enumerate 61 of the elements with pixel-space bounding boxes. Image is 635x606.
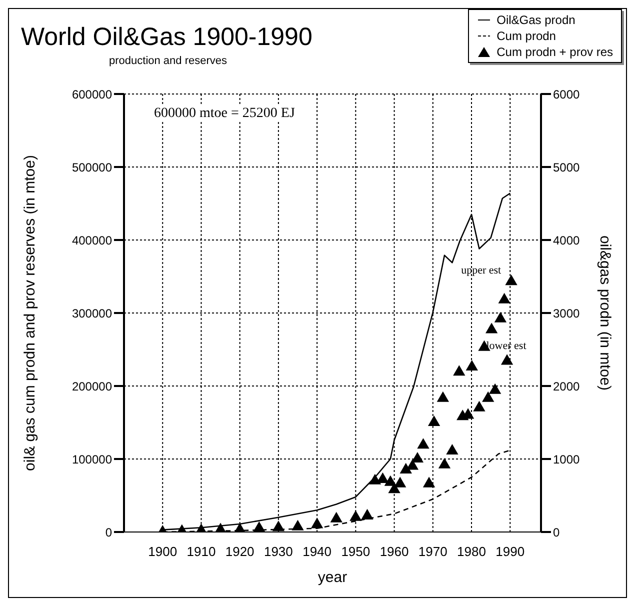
y2-tick-label: 0 xyxy=(553,525,560,540)
point xyxy=(400,462,412,474)
annotation: 600000 mtoe = 25200 EJ xyxy=(154,106,295,122)
point xyxy=(428,415,440,426)
y2-axis-title: oil&gas prodn (in mtoe) xyxy=(596,235,614,391)
y2-tick-label: 5000 xyxy=(553,160,580,174)
y-tick-label: 400000 xyxy=(72,233,112,248)
point xyxy=(411,452,424,463)
x-tick-label: 1900 xyxy=(148,544,178,559)
y-axis-title: oil& gas cum prodn and prov reserves (in mtoe) xyxy=(21,155,38,471)
point xyxy=(361,508,374,520)
point xyxy=(272,520,285,532)
y-tick-label: 200000 xyxy=(72,379,112,394)
y-tick-label: 500000 xyxy=(72,160,112,174)
y-tick-label: 0 xyxy=(105,525,112,540)
x-tick-label: 1940 xyxy=(302,544,332,559)
y2-tick-label: 2000 xyxy=(553,379,580,394)
point xyxy=(330,512,342,522)
x-tick-label: 1950 xyxy=(341,544,370,559)
point xyxy=(473,400,486,412)
x-tick-label: 1970 xyxy=(418,544,448,559)
y2-tick-label: 6000 xyxy=(553,87,580,102)
point xyxy=(494,312,507,322)
x-tick-label: 1990 xyxy=(496,544,525,559)
y-tick-label: 600000 xyxy=(72,87,112,102)
point xyxy=(376,472,389,483)
x-tick-label: 1920 xyxy=(225,544,254,559)
point xyxy=(482,391,494,402)
point xyxy=(500,354,514,365)
point xyxy=(488,383,502,394)
point xyxy=(292,520,304,530)
point xyxy=(486,322,498,334)
legend-label: Oil&Gas prodn xyxy=(496,12,576,28)
point xyxy=(446,444,458,454)
point xyxy=(436,391,450,402)
point xyxy=(438,458,451,468)
legend-label: Cum prodn xyxy=(496,28,556,44)
annotation: upper est xyxy=(461,264,502,277)
point xyxy=(466,360,478,371)
y2-tick-label: 1000 xyxy=(553,452,580,466)
point xyxy=(417,438,430,449)
chart-title: World Oil&Gas 1900-1990 xyxy=(21,23,312,52)
y-tick-label: 300000 xyxy=(72,306,112,320)
x-tick-label: 1960 xyxy=(380,544,409,559)
x-axis-title: year xyxy=(318,569,348,586)
point xyxy=(253,521,266,532)
y-tick-label: 100000 xyxy=(72,452,112,466)
point xyxy=(422,476,436,488)
y2-tick-label: 3000 xyxy=(553,306,580,320)
x-tick-label: 1980 xyxy=(457,544,486,559)
x-tick-label: 1910 xyxy=(186,544,216,559)
point xyxy=(310,518,324,528)
y2-tick-label: 4000 xyxy=(553,233,580,248)
point xyxy=(368,474,382,484)
point xyxy=(453,365,466,376)
point xyxy=(498,292,510,304)
x-tick-label: 1930 xyxy=(264,544,293,559)
point xyxy=(505,274,518,286)
legend-label: Cum prodn + prov res xyxy=(496,44,613,60)
chart-subtitle: production and reserves xyxy=(109,55,228,67)
point xyxy=(350,510,362,521)
